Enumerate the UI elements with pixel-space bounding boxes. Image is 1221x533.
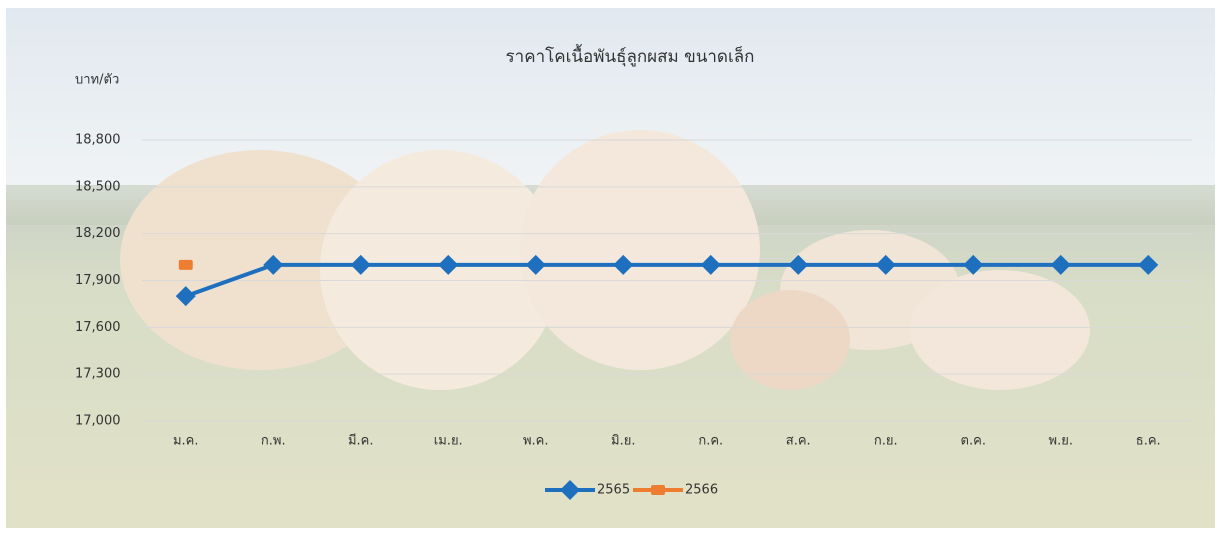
point [525, 254, 546, 275]
y-tick-label: 17,300 [75, 367, 121, 382]
x-tick-label: ก.พ. [261, 434, 286, 449]
y-tick-label: 17,900 [75, 273, 121, 288]
point [438, 254, 459, 275]
x-tick-label: มิ.ย. [611, 434, 635, 449]
x-tick-label: ต.ค. [961, 434, 986, 449]
y-tick-label: 18,800 [75, 133, 121, 148]
legend-marker [560, 480, 580, 500]
y-tick-label: 18,500 [75, 179, 121, 194]
x-tick-label: ส.ค. [786, 434, 811, 449]
point [1138, 254, 1159, 275]
x-tick-label: พ.ค. [523, 434, 549, 449]
series-line [185, 262, 1149, 298]
y-tick-label: 18,200 [75, 226, 121, 241]
legend-label: 2566 [685, 483, 718, 498]
point [350, 254, 371, 275]
point [875, 254, 896, 275]
x-tick-label: ธ.ค. [1136, 434, 1161, 449]
chart-title: ราคาโคเนื้อพันธุ์ลูกผสม ขนาดเล็ก [506, 44, 755, 67]
point [963, 254, 984, 275]
x-tick-label: ก.ย. [874, 434, 898, 449]
x-tick-label: มี.ค. [348, 433, 374, 449]
point [178, 259, 193, 270]
x-tick-label: ก.ค. [698, 434, 723, 449]
point [175, 286, 196, 307]
y-tick-label: 17,600 [75, 320, 121, 335]
x-tick-label: พ.ย. [1049, 434, 1073, 449]
x-tick-label: เม.ย. [434, 434, 463, 449]
point [788, 254, 809, 275]
x-tick-label: ม.ค. [173, 434, 199, 449]
background-photo [6, 8, 1215, 528]
point [263, 254, 284, 275]
legend-marker [651, 485, 665, 495]
point [700, 254, 721, 275]
y-tick-label: 17,000 [75, 414, 121, 429]
point [1050, 254, 1071, 275]
y-axis-label: บาท/ตัว [75, 73, 119, 88]
legend-label: 2565 [597, 483, 630, 498]
point [613, 254, 634, 275]
